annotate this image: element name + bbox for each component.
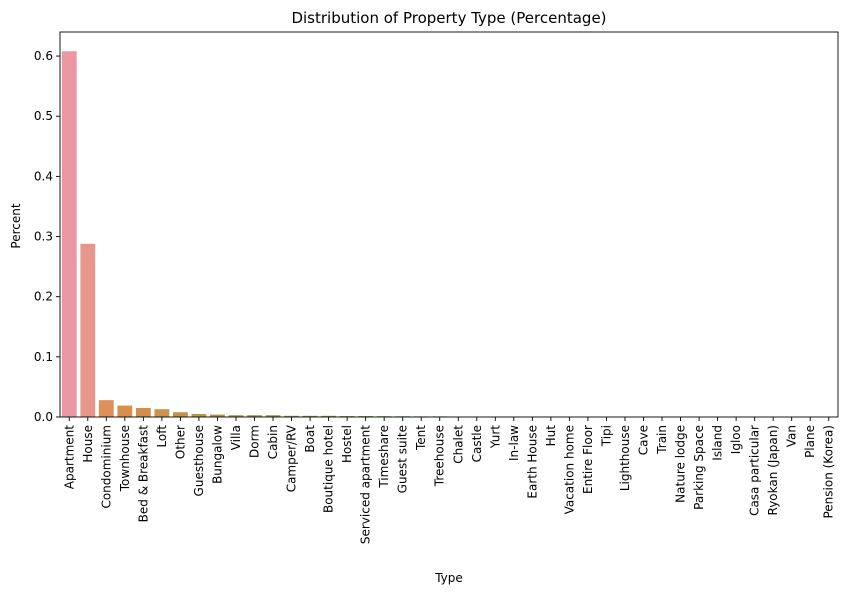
bar-2 [98, 400, 114, 417]
bar-14 [321, 415, 337, 417]
x-tick-label-7: Guesthouse [192, 425, 206, 496]
bar-0 [61, 51, 77, 417]
x-tick-label-32: Train [655, 425, 669, 455]
x-tick-label-23: Yurt [488, 425, 502, 449]
x-tick-label-26: Hut [544, 425, 558, 447]
x-tick-label-24: In-law [507, 425, 521, 461]
plot-frame [59, 31, 839, 418]
bar-9 [228, 415, 244, 417]
bar-12 [284, 415, 299, 417]
y-axis-label: Percent [9, 203, 23, 248]
bar-16 [358, 416, 374, 417]
x-tick-label-17: Timeshare [377, 425, 391, 489]
x-axis: Apartment House Condominium Townhouse Bed & … [62, 417, 836, 544]
x-tick-label-0: Apartment [62, 425, 76, 489]
x-tick-label-34: Parking Space [692, 425, 706, 510]
x-tick-label-11: Cabin [266, 425, 280, 459]
bars-group [61, 51, 837, 417]
x-tick-label-2: Condominium [99, 425, 113, 509]
x-tick-label-38: Ryokan (Japan) [766, 425, 780, 515]
x-tick-label-12: Camper/RV [285, 424, 299, 492]
x-tick-label-18: Guest suite [396, 425, 410, 493]
x-axis-label: Type [434, 571, 463, 585]
y-tick-label-0: 0.0 [34, 410, 53, 424]
x-tick-label-1: House [81, 425, 95, 463]
x-tick-label-4: Bed & Breakfast [136, 425, 150, 523]
x-tick-label-28: Entire Floor [581, 425, 595, 494]
x-tick-label-19: Tent [414, 425, 428, 451]
x-tick-label-37: Casa particular [748, 425, 762, 516]
x-tick-label-8: Bungalow [210, 425, 224, 484]
x-tick-label-35: Island [711, 425, 725, 461]
x-tick-label-41: Pension (Korea) [822, 425, 836, 519]
y-tick-label-4: 0.4 [34, 169, 53, 183]
y-tick-label-1: 0.1 [34, 350, 53, 364]
bar-5 [154, 409, 170, 417]
x-tick-label-10: Dorm [248, 425, 262, 458]
x-tick-label-21: Chalet [451, 425, 465, 464]
bar-3 [117, 405, 133, 417]
y-tick-label-2: 0.2 [34, 290, 53, 304]
bar-1 [80, 243, 96, 417]
x-tick-label-31: Cave [637, 425, 651, 455]
y-axis: 0.0 0.1 0.2 0.3 0.4 0.5 0.6 [34, 49, 60, 424]
bar-7 [191, 413, 207, 417]
x-tick-label-5: Loft [155, 425, 169, 448]
bar-4 [135, 407, 151, 417]
y-tick-label-5: 0.5 [34, 109, 53, 123]
x-tick-label-13: Boat [303, 425, 317, 453]
x-tick-label-30: Lighthouse [618, 425, 632, 491]
bar-13 [302, 415, 318, 417]
x-tick-label-14: Boutique hotel [322, 425, 336, 513]
chart-title: Distribution of Property Type (Percentag… [291, 9, 606, 27]
x-tick-label-29: Tipi [599, 425, 613, 447]
bar-6 [173, 412, 188, 417]
x-tick-label-20: Treehouse [433, 425, 447, 487]
x-tick-label-39: Van [785, 425, 799, 447]
x-tick-label-27: Vacation home [562, 425, 576, 514]
x-tick-label-16: Serviced apartment [359, 425, 373, 544]
bar-11 [265, 415, 281, 417]
x-tick-label-36: Igloo [729, 425, 743, 454]
x-tick-label-22: Castle [470, 425, 484, 462]
bar-8 [210, 414, 225, 417]
bar-15 [339, 416, 355, 417]
x-tick-label-3: Townhouse [118, 425, 132, 492]
y-tick-label-3: 0.3 [34, 230, 53, 244]
x-tick-label-40: Plane [803, 425, 817, 458]
x-tick-label-6: Other [173, 425, 187, 459]
bar-10 [247, 415, 262, 417]
x-tick-label-33: Nature lodge [674, 425, 688, 503]
x-tick-label-15: Hostel [340, 425, 354, 463]
x-tick-label-25: Earth House [525, 425, 539, 499]
y-tick-label-6: 0.6 [34, 49, 53, 63]
x-tick-label-9: Villa [229, 425, 243, 450]
